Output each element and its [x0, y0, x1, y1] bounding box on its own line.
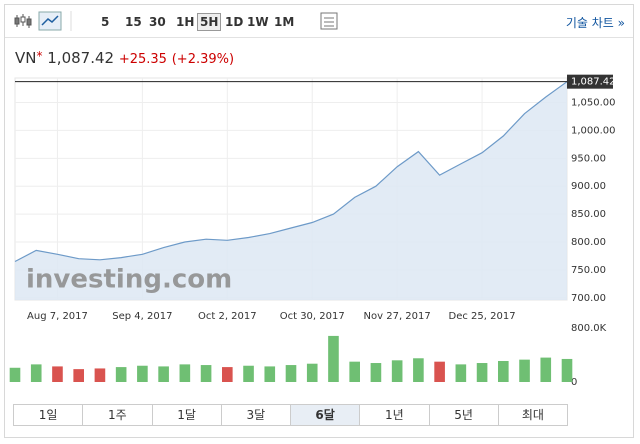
volume-bar [519, 359, 530, 382]
chart-type-icons [14, 11, 72, 31]
volume-bar [455, 364, 467, 382]
volume-bar [413, 358, 424, 382]
x-tick-label: Sep 4, 2017 [112, 311, 172, 322]
interval-button[interactable]: 5 [101, 15, 110, 29]
volume-bar [540, 357, 552, 382]
volume-bar [73, 369, 84, 382]
range-button[interactable]: 1주 [82, 404, 153, 426]
range-button[interactable]: 1달 [151, 404, 222, 426]
y-tick-label: 850.00 [571, 209, 606, 220]
volume-bar [264, 366, 276, 382]
volume-bar [30, 364, 42, 382]
range-button[interactable]: 6달 [290, 404, 361, 426]
tech-chart-link[interactable]: 기술 차트 » [565, 16, 625, 30]
symbol: VN [15, 49, 37, 67]
line [14, 81, 568, 263]
volume-bar [222, 367, 233, 382]
range-button[interactable]: 최대 [497, 404, 568, 426]
y-tick-label: 0 [571, 377, 577, 388]
volume-bar [158, 366, 169, 382]
volume-bar [349, 361, 360, 382]
volume-bar [115, 367, 127, 382]
last-price-label: 1,087.42 [571, 77, 616, 88]
y-tick-label: 1,050.00 [571, 98, 616, 109]
toolbar: 기술 차트 » 5 15 30 1H 5H 1D 1W 1M [5, 5, 633, 38]
volume-bar [243, 365, 254, 382]
range-button[interactable]: 1일 [13, 404, 84, 426]
interval-button[interactable]: 5H [197, 13, 222, 31]
volume-bar [94, 368, 106, 382]
volume-bar [476, 363, 488, 382]
y-tick-label: 800.0K [571, 323, 607, 334]
volume-bar [391, 360, 403, 382]
range-button[interactable]: 5년 [428, 404, 499, 426]
volume-bar [285, 365, 297, 382]
range-button[interactable]: 1년 [359, 404, 430, 426]
y-tick-label: 950.00 [571, 153, 606, 164]
x-tick-label: Aug 7, 2017 [27, 311, 88, 322]
volume-bar [498, 360, 509, 382]
volume-bar [328, 335, 339, 382]
range-button[interactable]: 3달 [220, 404, 291, 426]
interval-button[interactable]: 1M [274, 15, 295, 29]
area [15, 81, 567, 300]
volume-bar [434, 361, 445, 382]
y-tick-label: 750.00 [571, 265, 606, 276]
last-price-box [567, 74, 613, 89]
x-tick-label: Oct 2, 2017 [198, 311, 257, 322]
interval-button[interactable]: 30 [149, 15, 166, 29]
y-tick-label: 1,000.00 [571, 125, 616, 136]
marker: * [36, 49, 43, 63]
x-tick-label: Dec 25, 2017 [449, 311, 516, 322]
change-pct: (+2.39%) [171, 52, 235, 67]
quote: VN* 1,087.42 +25.35 (+2.39%) [15, 49, 234, 67]
volume-bar [306, 363, 318, 382]
interval-button[interactable]: 1W [247, 15, 269, 29]
volume-bar [137, 365, 148, 382]
y-tick-label: 900.00 [571, 181, 606, 192]
volume-bar [370, 363, 382, 382]
x-tick-label: Oct 30, 2017 [280, 311, 345, 322]
interval-button[interactable]: 15 [125, 15, 142, 29]
y-tick-label: 700.00 [571, 293, 606, 304]
change: +25.35 [118, 52, 167, 67]
widget-frame: 기술 차트 » 5 15 30 1H 5H 1D 1W 1M VN* 1,087.42 +25… [4, 4, 634, 438]
y-tick-label: 800.00 [571, 237, 606, 248]
settings-icon[interactable] [315, 5, 345, 37]
interval-button[interactable]: 1H [176, 15, 195, 29]
price: 1,087.42 [47, 49, 115, 67]
interval-button[interactable]: 1D [225, 15, 244, 29]
volume-bar [561, 358, 573, 382]
volume-bar [9, 367, 21, 382]
volume-bar [200, 365, 212, 382]
x-tick-label: Nov 27, 2017 [364, 311, 431, 322]
volume-bar [179, 364, 191, 382]
chart: 700.00 750.00 800.00 850.00 900.00 950.00 1,00… [9, 74, 616, 388]
watermark: investing.com [26, 265, 232, 295]
volume-bar [52, 366, 63, 382]
